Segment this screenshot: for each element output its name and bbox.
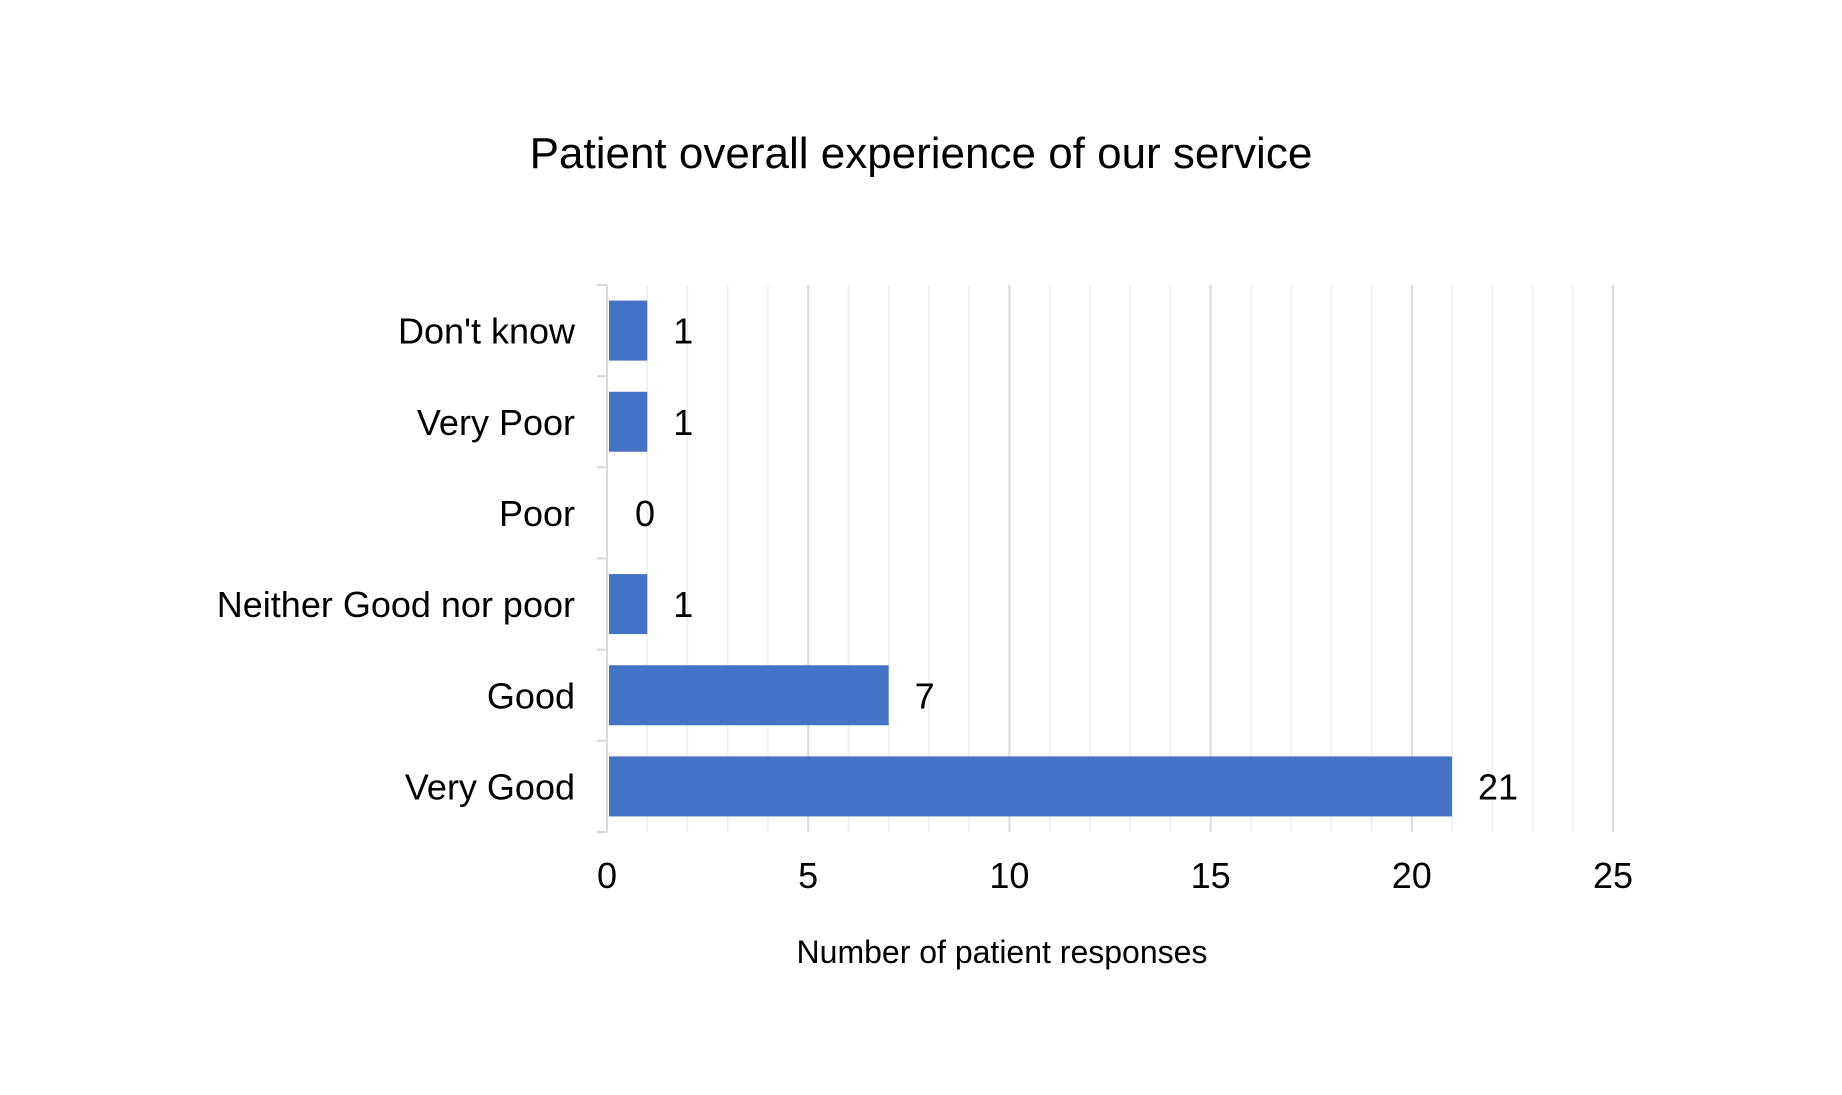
data-label: 1 <box>673 311 693 352</box>
x-axis-title: Number of patient responses <box>797 934 1208 970</box>
category-label: Poor <box>499 493 575 534</box>
category-label: Very Poor <box>417 402 575 443</box>
bar <box>609 300 648 361</box>
chart-title: Patient overall experience of our servic… <box>530 129 1313 178</box>
category-label: Good <box>487 675 575 716</box>
x-tick-label: 25 <box>1593 855 1633 896</box>
x-tick-label: 15 <box>1191 855 1231 896</box>
data-label: 0 <box>635 493 655 534</box>
major-gridlines <box>807 285 1614 832</box>
data-label: 1 <box>673 402 693 443</box>
bar <box>609 756 1453 817</box>
category-label: Very Good <box>405 766 575 807</box>
x-tick-labels: 0 5 10 15 20 25 <box>597 855 1633 896</box>
category-labels: Don't know Very Poor Poor Neither Good nor … <box>217 311 576 808</box>
x-tick-label: 20 <box>1392 855 1432 896</box>
x-tick-label: 10 <box>989 855 1029 896</box>
data-labels: 1 1 0 1 7 21 <box>635 311 1518 808</box>
bar <box>609 574 648 635</box>
category-label: Don't know <box>398 311 576 352</box>
data-label: 7 <box>915 675 935 716</box>
bar <box>609 391 648 452</box>
bar <box>609 665 889 726</box>
data-label: 21 <box>1478 766 1518 807</box>
category-label: Neither Good nor poor <box>217 584 575 625</box>
bar-series <box>609 300 1453 817</box>
data-label: 1 <box>673 584 693 625</box>
minor-gridlines <box>646 285 1574 832</box>
y-axis <box>597 284 608 833</box>
x-tick-label: 5 <box>798 855 818 896</box>
x-tick-label: 0 <box>597 855 617 896</box>
